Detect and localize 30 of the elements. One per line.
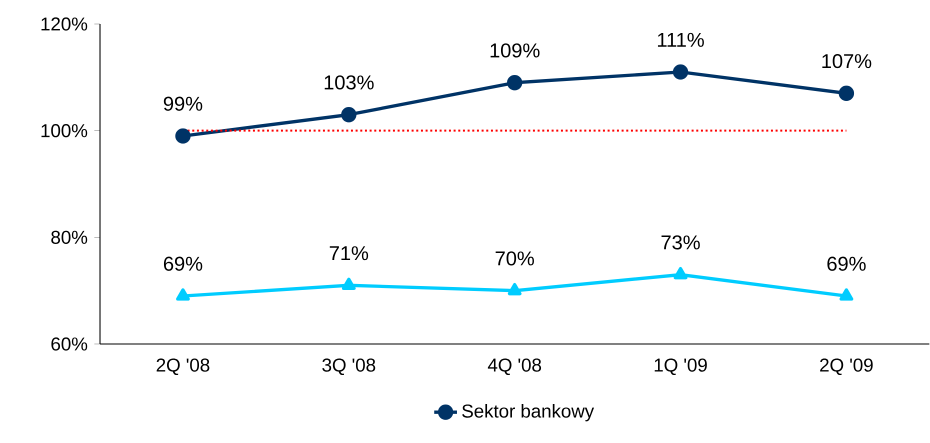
data-label: 111%: [658, 33, 704, 48]
data-label: 69%: [164, 256, 202, 272]
point: [507, 75, 522, 91]
data-label: 70%: [496, 252, 534, 266]
point: [175, 128, 191, 144]
y-tick-label: 60%: [51, 338, 88, 351]
point: [672, 64, 688, 80]
legend-label: Sektor bankowy: [462, 404, 594, 422]
y-tick-label: 80%: [51, 230, 88, 244]
x-tick-label: 3Q '08: [322, 358, 376, 376]
point: [838, 86, 854, 102]
point: [508, 283, 522, 296]
x-tick-label: 1Q '09: [654, 358, 707, 376]
data-label: 99%: [164, 96, 202, 112]
y-tick-label: 120%: [42, 18, 88, 31]
data-label: 109%: [490, 44, 540, 58]
x-tick-label: 2Q '09: [820, 358, 873, 376]
x-tick-label: 2Q '08: [156, 358, 210, 376]
y-tick-label: 100%: [42, 124, 88, 138]
data-label: 107%: [822, 54, 872, 68]
point: [176, 288, 190, 301]
data-label: 73%: [662, 236, 700, 250]
point: [674, 267, 688, 280]
point: [840, 288, 854, 301]
point: [341, 107, 356, 123]
data-label: 103%: [324, 76, 374, 90]
data-label: 71%: [330, 246, 368, 260]
point: [342, 278, 356, 290]
data-label: 69%: [827, 256, 866, 272]
x-tick-label: 4Q '08: [488, 358, 542, 376]
